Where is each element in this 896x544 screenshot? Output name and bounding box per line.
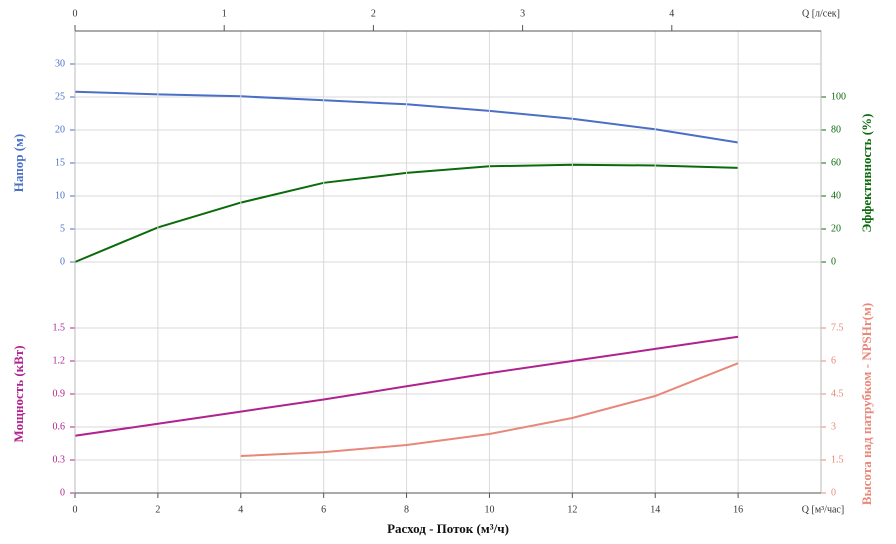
y2-tick-label: 60 [831,157,841,168]
series-line [240,362,739,457]
x-tick-label: 2 [155,504,160,515]
y2-tick-label: 3 [831,421,836,432]
y-axis-title: Напор (м) [11,134,26,192]
y-tick-label: 30 [55,58,65,69]
x2-tick-label: 1 [222,8,227,19]
y2-tick-label: 0 [831,256,836,267]
y2-tick-label: 40 [831,190,841,201]
x-tick-label: 4 [238,504,243,515]
y2-tick-label: 4.5 [831,388,844,399]
x2-tick-label: 0 [73,8,78,19]
y-tick-label: 1.2 [53,355,66,366]
x2-unit-label: Q [л/сек] [802,8,840,19]
y2-tick-label: 20 [831,223,841,234]
x-tick-label: 12 [567,504,577,515]
y-tick-label: 0 [60,256,65,267]
x2-tick-label: 2 [371,8,376,19]
y2-tick-label: 6 [831,355,836,366]
y2-tick-label: 80 [831,124,841,135]
y-tick-label: 1.5 [53,322,66,333]
x2-tick-label: 3 [520,8,525,19]
y2-axis-title: Эффективность (%) [859,114,874,233]
x2-tick-label: 4 [669,8,674,19]
series-line [74,335,739,437]
y-tick-label: 15 [55,157,65,168]
y-tick-label: 0.3 [53,454,66,465]
x-tick-label: 10 [484,504,494,515]
y2-tick-label: 100 [831,91,846,102]
y-tick-label: 0 [60,487,65,498]
x-tick-label: 16 [733,504,743,515]
y2-tick-label: 0 [831,487,836,498]
y-tick-label: 0.9 [53,388,66,399]
y2-tick-label: 7.5 [831,322,844,333]
y2-axis-title: Высота над патрубком - NPSHr(м) [859,303,874,505]
y-tick-label: 10 [55,190,65,201]
y-axis-title: Мощность (кВт) [11,345,26,442]
y-tick-label: 20 [55,124,65,135]
y-tick-label: 0.6 [53,421,66,432]
x-axis-title: Расход - Поток (м³/ч) [387,521,509,536]
x-tick-label: 8 [404,504,409,515]
y-tick-label: 25 [55,91,65,102]
x-tick-label: 0 [73,504,78,515]
x-unit-label: Q [м³/час] [802,504,844,515]
x-tick-label: 14 [650,504,660,515]
y-tick-label: 5 [60,223,65,234]
x-tick-label: 6 [321,504,326,515]
y2-tick-label: 1.5 [831,454,844,465]
